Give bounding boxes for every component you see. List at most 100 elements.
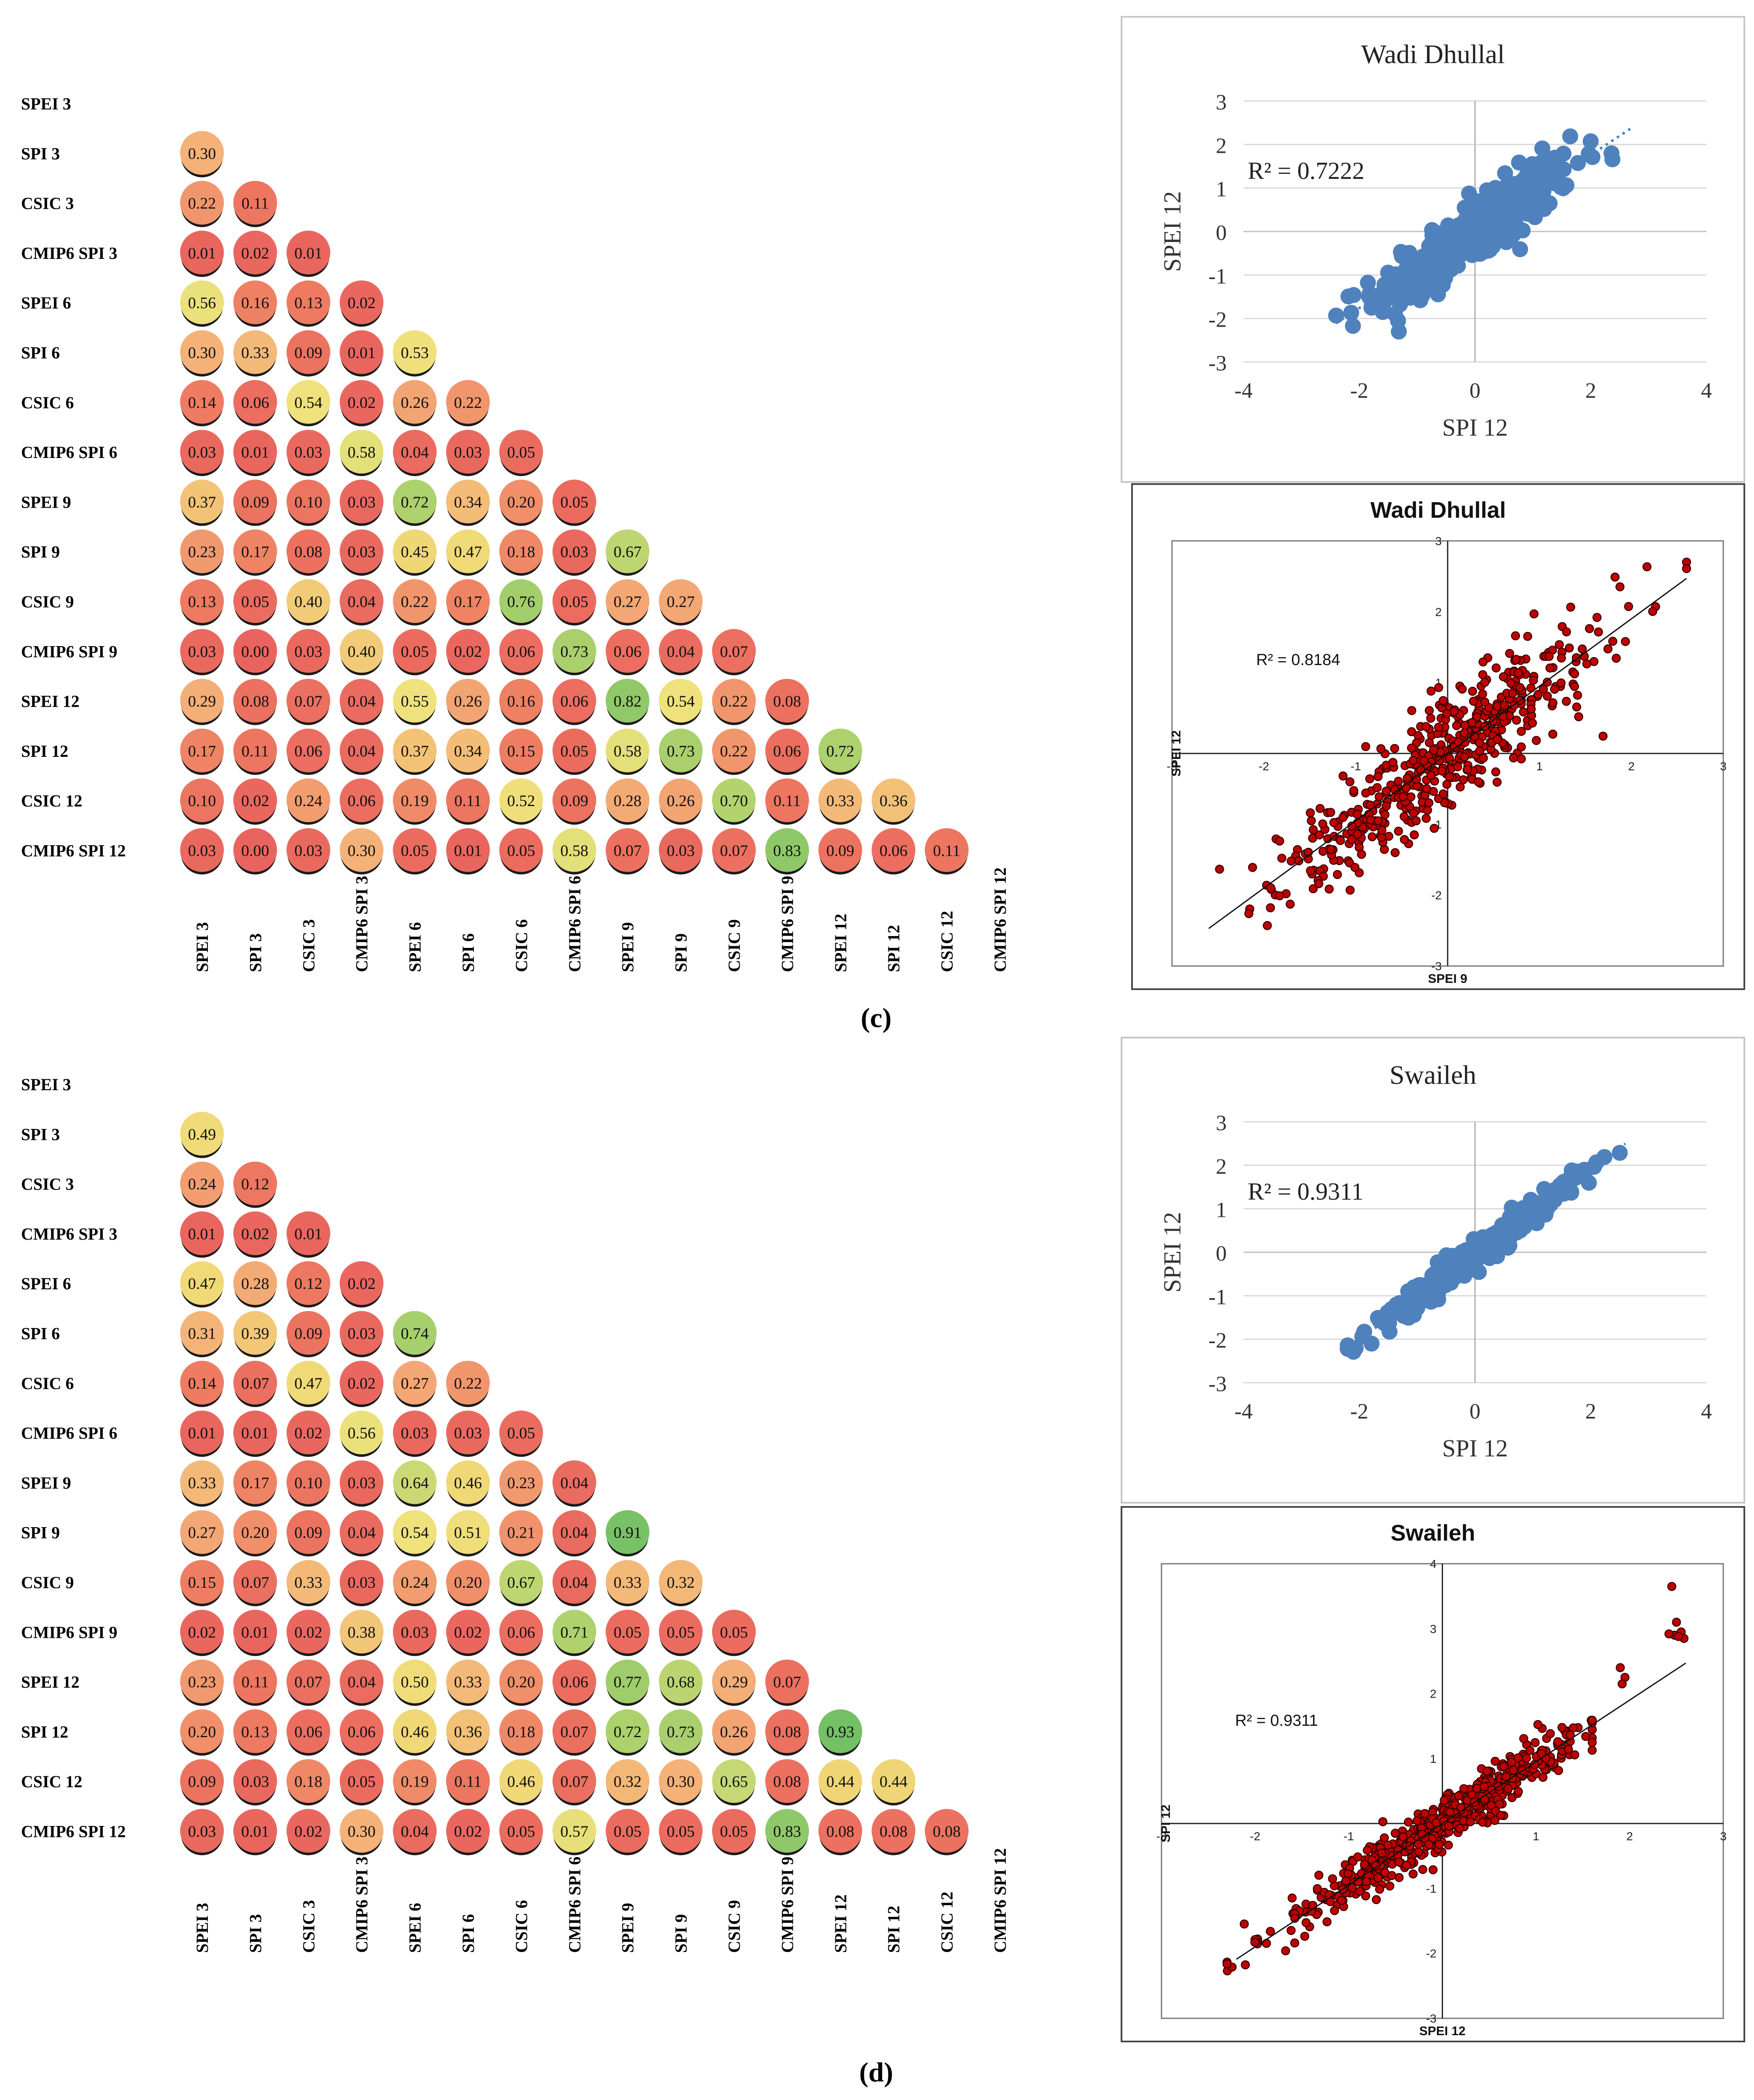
cell-value: 0.38 — [348, 1624, 376, 1641]
matrix-cell — [340, 629, 384, 673]
matrix-cell — [393, 629, 437, 673]
cell-value: 0.05 — [720, 1823, 748, 1841]
data-point — [1337, 1896, 1346, 1905]
data-point — [1277, 854, 1286, 863]
cell-value: 0.07 — [241, 1574, 269, 1592]
data-point — [1612, 1144, 1628, 1161]
data-point — [1438, 789, 1448, 798]
cell-value: 0.10 — [295, 1474, 323, 1492]
matrix-cell — [552, 778, 596, 822]
data-point — [1565, 643, 1574, 653]
cell-value: 0.65 — [720, 1773, 748, 1791]
cell-value: 0.23 — [188, 1674, 216, 1691]
column-label: SPI 12 — [884, 925, 903, 972]
cell-value: 0.15 — [507, 743, 535, 760]
correlation-matrix-d: SPEI 3 SPI 3 CSIC 3 CMIP6 SPI 3 SPEI 6 SPI 6 C… — [21, 1075, 1010, 1953]
data-point — [1376, 744, 1386, 753]
data-point — [1390, 848, 1400, 857]
cell-value: 0.14 — [188, 394, 216, 412]
cell-value: 0.58 — [348, 444, 376, 461]
matrix-cell — [499, 1560, 543, 1604]
matrix-cell — [393, 1809, 437, 1853]
data-point — [1372, 783, 1382, 792]
matrix-cell — [552, 1759, 596, 1803]
data-point — [1482, 1766, 1492, 1776]
cell-value: 0.05 — [720, 1624, 748, 1641]
cell-value: 0.09 — [295, 344, 323, 362]
data-point — [1566, 602, 1576, 612]
row-label: CSIC 9 — [21, 592, 74, 611]
cell-value: 0.04 — [401, 444, 429, 461]
data-point — [1403, 773, 1412, 783]
matrix-cell — [286, 1211, 330, 1255]
data-point — [1429, 745, 1438, 755]
cell-value: 0.24 — [295, 792, 323, 810]
matrix-cell — [393, 1460, 437, 1504]
cell-value: 0.09 — [188, 1773, 216, 1791]
matrix-cell — [606, 778, 650, 822]
cell-value: 0.03 — [241, 1773, 269, 1791]
data-point — [1542, 677, 1552, 687]
r-squared-label: R² = 0.9311 — [1248, 1178, 1363, 1205]
data-point — [1353, 830, 1362, 839]
matrix-cell — [233, 1261, 277, 1305]
cell-value: 0.47 — [295, 1375, 323, 1392]
matrix-cell — [180, 1659, 224, 1703]
y-tick-label: -1 — [1209, 264, 1227, 288]
cell-value: 0.54 — [667, 693, 695, 711]
data-point — [1409, 1300, 1425, 1316]
data-point — [1345, 287, 1362, 303]
matrix-cell — [286, 1759, 330, 1803]
data-point — [1481, 1250, 1498, 1266]
cell-value: 0.02 — [348, 1275, 376, 1293]
column-label: SPI 6 — [459, 933, 478, 972]
row-label: CMIP6 SPI 9 — [21, 1623, 117, 1642]
matrix-cell — [872, 828, 916, 872]
cell-value: 0.28 — [241, 1275, 269, 1293]
data-point — [1343, 304, 1359, 321]
data-point — [1382, 786, 1391, 796]
data-point — [1672, 1618, 1681, 1627]
cell-value: 0.36 — [454, 1723, 482, 1741]
cell-value: 0.22 — [720, 693, 748, 711]
data-point — [1394, 1857, 1403, 1866]
row-label: SPEI 12 — [21, 1673, 80, 1692]
data-point — [1543, 692, 1552, 701]
data-point — [1525, 1746, 1535, 1755]
data-point — [1581, 1174, 1597, 1191]
x-tick-label: 2 — [1626, 1830, 1633, 1843]
row-label: CSIC 6 — [21, 393, 74, 412]
matrix-cell — [606, 1709, 650, 1753]
data-point — [1341, 1876, 1350, 1886]
matrix-cell — [180, 280, 224, 325]
data-point — [1511, 154, 1527, 171]
matrix-cell — [340, 330, 384, 374]
matrix-cell — [765, 679, 809, 723]
data-point — [1400, 835, 1409, 844]
x-tick-label: 1 — [1533, 1830, 1539, 1843]
data-point — [1365, 774, 1374, 784]
cell-value: 0.11 — [454, 1773, 481, 1791]
cell-value: 0.23 — [507, 1474, 535, 1492]
row-label: SPEI 9 — [21, 492, 71, 511]
data-point — [1407, 743, 1416, 753]
data-point — [1469, 697, 1478, 706]
matrix-cell — [499, 579, 543, 623]
cell-value: 0.83 — [773, 842, 801, 860]
data-point — [1490, 1816, 1499, 1825]
data-point — [1512, 241, 1528, 258]
data-point — [1345, 318, 1361, 334]
data-point — [1442, 709, 1451, 719]
cell-value: 0.02 — [454, 1624, 482, 1641]
data-point — [1545, 663, 1555, 673]
cell-value: 0.55 — [401, 693, 429, 711]
cell-value: 0.70 — [720, 792, 748, 810]
data-point — [1426, 771, 1436, 780]
data-point — [1594, 627, 1603, 637]
data-point — [1430, 286, 1446, 303]
matrix-cell — [552, 1809, 596, 1853]
matrix-cell — [446, 380, 490, 424]
matrix-cell — [712, 629, 756, 673]
matrix-cell — [393, 1659, 437, 1703]
data-point — [1664, 1629, 1674, 1639]
